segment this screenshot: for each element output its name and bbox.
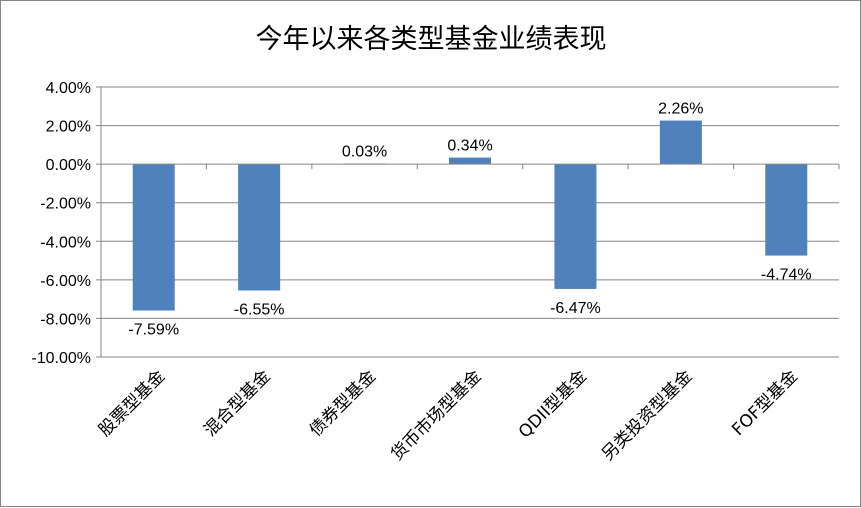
y-tick-label: 2.00% [46, 119, 91, 136]
x-tick-label: 债券型基金 [306, 366, 380, 440]
y-tick-label: -4.00% [40, 234, 91, 251]
bar [765, 164, 808, 256]
bars [132, 120, 808, 311]
chart-title: 今年以来各类型基金业绩表现 [256, 24, 607, 55]
y-tick-label: -8.00% [40, 311, 91, 328]
y-tick-label: -6.00% [40, 273, 91, 290]
axes [96, 86, 840, 358]
data-label: 0.03% [342, 144, 387, 161]
data-label: -7.59% [128, 322, 179, 339]
x-tick-label: 混合型基金 [200, 366, 274, 440]
x-tick-label: 另类投资型基金 [598, 366, 696, 464]
bar [554, 164, 597, 289]
x-tick-label: QDII型基金 [515, 366, 591, 442]
data-label: -6.55% [234, 301, 285, 318]
gridlines [101, 86, 839, 358]
y-tick-label: -2.00% [40, 196, 91, 213]
bar [132, 164, 175, 311]
bar [449, 157, 491, 165]
x-tick-label: FOF型基金 [728, 366, 801, 439]
data-label: -6.47% [550, 300, 601, 317]
bar [238, 164, 281, 291]
x-tick-label: 股票型基金 [95, 366, 169, 440]
x-tick-labels: 股票型基金 混合型基金 债券型基金 货币市场型基金 QDII型基金 另类投资型基金 FOF型… [95, 366, 802, 464]
data-label: -4.74% [761, 267, 812, 284]
y-tick-label: 0.00% [46, 157, 91, 174]
data-labels: -7.59% -6.55% 0.03% 0.34% -6.47% 2.26% -4.74% [128, 101, 811, 339]
y-tick-label: 4.00% [46, 80, 91, 97]
y-tick-label: -10.00% [31, 350, 91, 367]
data-label: 2.26% [658, 101, 703, 118]
y-tick-labels: 4.00% 2.00% 0.00% -2.00% -4.00% -6.00% -8.00% -… [31, 80, 91, 367]
data-label: 0.34% [447, 138, 492, 155]
bar [659, 120, 702, 165]
x-tick-label: 货币市场型基金 [387, 366, 485, 464]
